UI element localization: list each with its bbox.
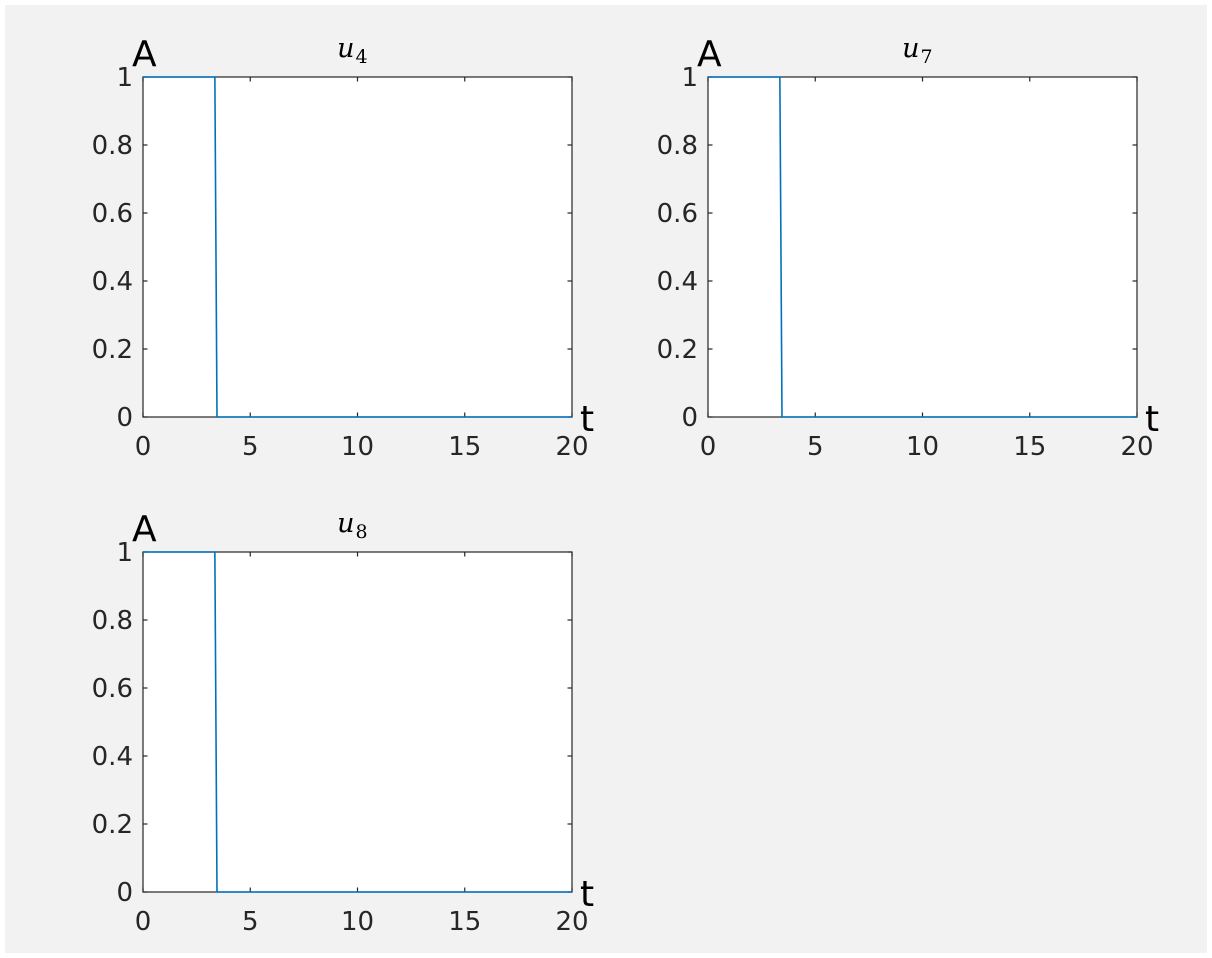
- chart-title: u: [337, 508, 354, 539]
- x-axis-label: t: [580, 874, 594, 915]
- chart-title-subscript: 8: [356, 521, 368, 543]
- y-tick-label: 0.8: [92, 606, 133, 636]
- y-tick-label: 0.2: [657, 335, 698, 365]
- x-tick-label: 5: [242, 432, 259, 462]
- subplot-2: 0 5 10 15 20 0 0.2 0.4 0.6 0.8 1At u 7: [657, 33, 1159, 462]
- x-tick-label: 10: [341, 432, 374, 462]
- y-tick-label: 0: [116, 878, 133, 908]
- y-tick-label: 0.4: [92, 267, 133, 297]
- y-tick-label: 1: [681, 63, 698, 93]
- y-tick-label: 0.6: [92, 674, 133, 704]
- y-tick-label: 1: [116, 63, 133, 93]
- y-tick-label: 1: [116, 538, 133, 568]
- plot-area: [707, 76, 1138, 418]
- x-tick-label: 10: [341, 907, 374, 937]
- plot-area: [142, 551, 573, 893]
- x-tick-label: 20: [555, 907, 588, 937]
- series-line: [143, 76, 572, 418]
- y-tick-label: 0.6: [92, 199, 133, 229]
- x-tick-label: 0: [135, 907, 152, 937]
- series-line: [143, 551, 572, 893]
- x-tick-label: 10: [906, 432, 939, 462]
- y-tick-label: 0.6: [657, 199, 698, 229]
- series-line: [708, 76, 1137, 418]
- y-tick-label: 0: [681, 403, 698, 433]
- y-tick-label: 0.4: [92, 742, 133, 772]
- y-tick-label: 0.2: [92, 335, 133, 365]
- y-tick-label: 0.8: [92, 131, 133, 161]
- x-tick-label: 5: [807, 432, 824, 462]
- y-tick-label: 0.4: [657, 267, 698, 297]
- x-axis-label: t: [1145, 399, 1159, 440]
- x-tick-label: 15: [448, 907, 481, 937]
- x-tick-label: 15: [448, 432, 481, 462]
- x-axis-label: t: [580, 399, 594, 440]
- y-tick-label: 0.8: [657, 131, 698, 161]
- chart-title-subscript: 7: [921, 46, 933, 68]
- subplot-1: 0 5 10 15 20 0 0.2 0.4 0.6 0.8 1At u 4: [92, 33, 594, 462]
- plot-area: [142, 76, 573, 418]
- chart-title: u: [337, 33, 354, 64]
- x-tick-label: 5: [242, 907, 259, 937]
- chart-title-subscript: 4: [356, 46, 368, 68]
- x-tick-label: 15: [1013, 432, 1046, 462]
- subplot-3: 0 5 10 15 20 0 0.2 0.4 0.6 0.8 1At u 8: [92, 508, 594, 937]
- chart-title: u: [902, 33, 919, 64]
- y-axis-label: A: [132, 509, 157, 550]
- x-tick-label: 20: [555, 432, 588, 462]
- x-tick-label: 0: [700, 432, 717, 462]
- y-tick-label: 0.2: [92, 810, 133, 840]
- y-tick-label: 0: [116, 403, 133, 433]
- y-axis-label: A: [697, 34, 722, 75]
- y-axis-label: A: [132, 34, 157, 75]
- x-tick-label: 20: [1120, 432, 1153, 462]
- x-tick-label: 0: [135, 432, 152, 462]
